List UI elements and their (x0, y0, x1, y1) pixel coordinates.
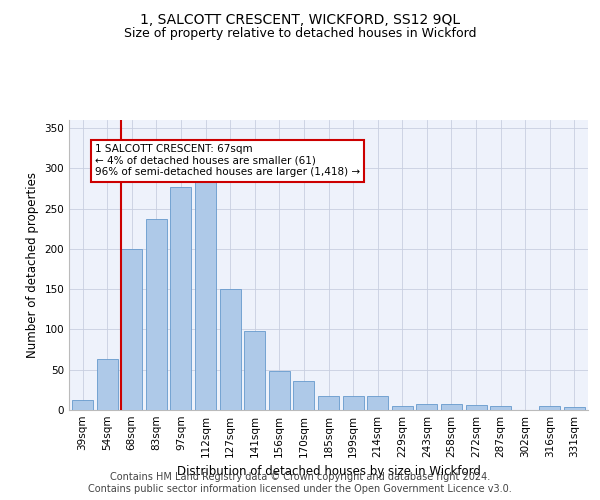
Text: 1 SALCOTT CRESCENT: 67sqm
← 4% of detached houses are smaller (61)
96% of semi-d: 1 SALCOTT CRESCENT: 67sqm ← 4% of detach… (95, 144, 360, 178)
Bar (269, 370, 290, 410)
Bar (146, 219, 167, 410)
Bar (392, 406, 413, 410)
Bar (220, 289, 241, 410)
Bar (441, 404, 462, 410)
X-axis label: Distribution of detached houses by size in Wickford: Distribution of detached houses by size … (176, 466, 481, 478)
Text: Size of property relative to detached houses in Wickford: Size of property relative to detached ho… (124, 28, 476, 40)
Bar (416, 404, 437, 410)
Bar (564, 407, 585, 410)
Bar (244, 331, 265, 410)
Bar (170, 187, 191, 410)
Bar (539, 406, 560, 410)
Bar (293, 381, 314, 410)
Y-axis label: Number of detached properties: Number of detached properties (26, 172, 39, 358)
Bar (97, 359, 118, 410)
Bar (466, 405, 487, 410)
Text: 1, SALCOTT CRESCENT, WICKFORD, SS12 9QL: 1, SALCOTT CRESCENT, WICKFORD, SS12 9QL (140, 12, 460, 26)
Bar (121, 249, 142, 410)
Text: Contains HM Land Registry data © Crown copyright and database right 2024.
Contai: Contains HM Land Registry data © Crown c… (88, 472, 512, 494)
Bar (343, 396, 364, 410)
Bar (490, 406, 511, 410)
Bar (367, 396, 388, 410)
Bar (195, 176, 216, 410)
Bar (72, 400, 93, 410)
Bar (318, 396, 339, 410)
